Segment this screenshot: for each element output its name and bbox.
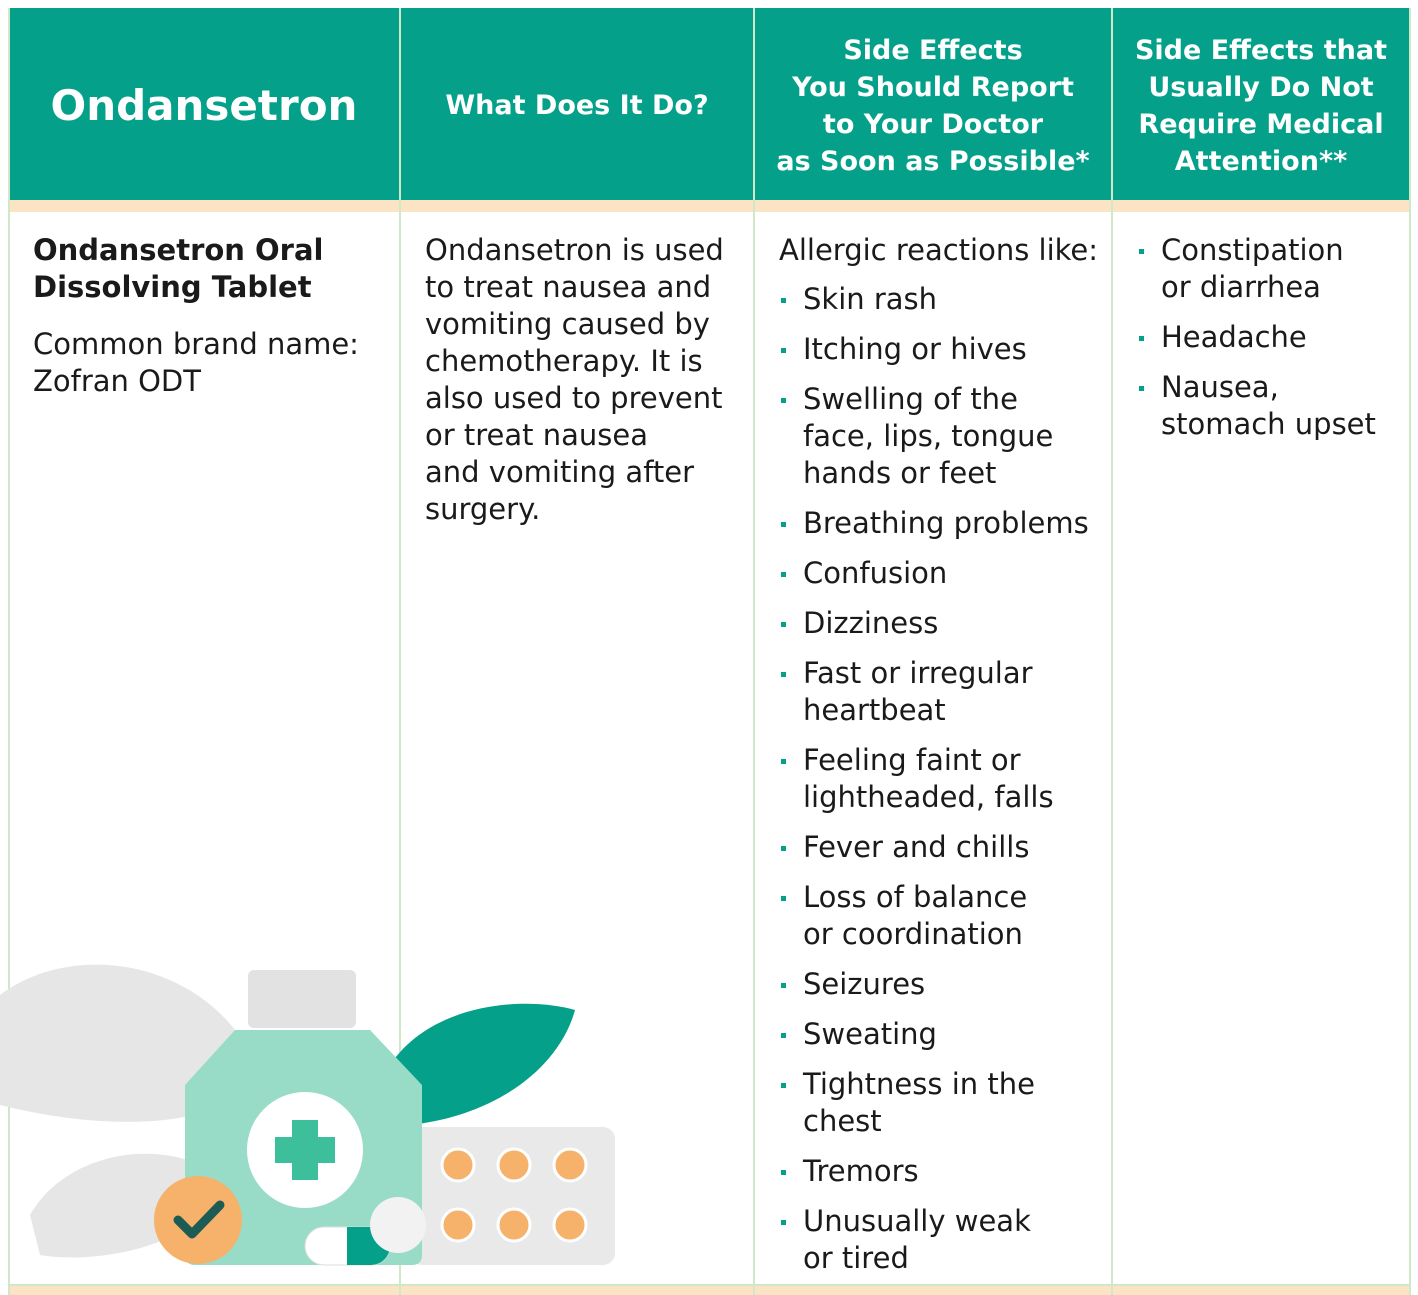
header-title: Ondansetron xyxy=(50,81,358,130)
list-item: lightheaded, falls xyxy=(803,780,1054,814)
teal-leaf xyxy=(390,1003,575,1125)
list-item: or coordination xyxy=(803,917,1023,951)
list-item: or diarrhea xyxy=(1161,270,1321,304)
illustration xyxy=(0,964,615,1266)
list-item: Tightness in the xyxy=(803,1067,1035,1101)
list-item: Tremors xyxy=(803,1154,919,1188)
list-item: Fast or irregular xyxy=(803,656,1033,690)
bullet xyxy=(781,1083,786,1088)
column-line xyxy=(1409,8,1411,1295)
description: Ondansetron is used xyxy=(425,233,724,267)
bullet xyxy=(781,759,786,764)
bullet xyxy=(781,398,786,403)
bullet xyxy=(781,846,786,851)
bullet xyxy=(781,298,786,303)
description: also used to prevent xyxy=(425,381,723,415)
list-item: Skin rash xyxy=(803,282,938,316)
description: surgery. xyxy=(425,492,541,526)
bullet xyxy=(781,1220,786,1225)
bullet xyxy=(781,622,786,627)
header-cell: What Does It Do? xyxy=(445,90,709,121)
header-cell: Side Effects xyxy=(843,34,1023,66)
column-line xyxy=(399,8,401,1295)
bullet xyxy=(1139,386,1144,391)
column-line xyxy=(753,8,755,1295)
header-cell: to Your Doctor xyxy=(822,108,1044,140)
list-item: Fever and chills xyxy=(803,830,1030,864)
bullet xyxy=(781,983,786,988)
list-item: Breathing problems xyxy=(803,506,1089,540)
list-item: hands or feet xyxy=(803,456,997,490)
description: vomiting caused by xyxy=(425,307,710,341)
description: chemotherapy. It is xyxy=(425,344,703,378)
check xyxy=(173,1200,225,1239)
peach-strip xyxy=(8,1285,1410,1295)
list-item: chest xyxy=(803,1104,882,1138)
bullet xyxy=(1139,336,1144,341)
bullet xyxy=(781,1033,786,1038)
header-cell: You Should Report xyxy=(792,71,1074,103)
bullet xyxy=(781,896,786,901)
header-cell: Attention** xyxy=(1174,145,1348,177)
header-cell: Require Medical xyxy=(1138,108,1384,140)
bullet xyxy=(1139,249,1144,254)
header-cell: Side Effects that xyxy=(1134,34,1387,66)
row-line xyxy=(8,1284,1410,1286)
tablets xyxy=(440,1147,588,1243)
list-item: Dizziness xyxy=(803,606,939,640)
column-line xyxy=(8,8,10,1295)
list-item: stomach upset xyxy=(1161,407,1376,441)
peach-strip xyxy=(8,200,1410,212)
bullet xyxy=(781,348,786,353)
list-item: Feeling faint or xyxy=(803,743,1021,777)
bullet xyxy=(781,572,786,577)
description: or treat nausea xyxy=(425,418,648,452)
list-item: Sweating xyxy=(803,1017,937,1051)
list-item: or tired xyxy=(803,1241,909,1275)
bullet xyxy=(781,522,786,527)
list-item: Headache xyxy=(1161,320,1307,354)
list-item: Nausea, xyxy=(1161,370,1279,404)
list-intro: Allergic reactions like: xyxy=(779,233,1099,267)
bullet xyxy=(781,1170,786,1175)
pill xyxy=(370,1197,426,1253)
bullet xyxy=(781,672,786,677)
list-item: Seizures xyxy=(803,967,926,1001)
brand-name: Zofran ODT xyxy=(33,364,201,398)
drug-name: Dissolving Tablet xyxy=(33,270,312,304)
description: and vomiting after xyxy=(425,455,695,489)
list-item: face, lips, tongue xyxy=(803,419,1054,453)
list-item: Loss of balance xyxy=(803,880,1028,914)
bottle-cap xyxy=(248,970,356,1028)
cross xyxy=(275,1120,335,1180)
header-cell: as Soon as Possible* xyxy=(776,145,1090,177)
description: to treat nausea and xyxy=(425,270,712,304)
list-item: Itching or hives xyxy=(803,332,1027,366)
brand-name: Common brand name: xyxy=(33,327,359,361)
header-band xyxy=(8,8,1410,200)
list-item: Swelling of the xyxy=(803,382,1018,416)
list-item: Unusually weak xyxy=(803,1204,1031,1238)
column-line xyxy=(1111,8,1113,1295)
list-item: Constipation xyxy=(1161,233,1344,267)
list-item: Confusion xyxy=(803,556,948,590)
list-item: heartbeat xyxy=(803,693,946,727)
check-circle xyxy=(154,1176,242,1264)
drug-name: Ondansetron Oral xyxy=(33,233,324,267)
header-cell: Usually Do Not xyxy=(1148,71,1374,103)
